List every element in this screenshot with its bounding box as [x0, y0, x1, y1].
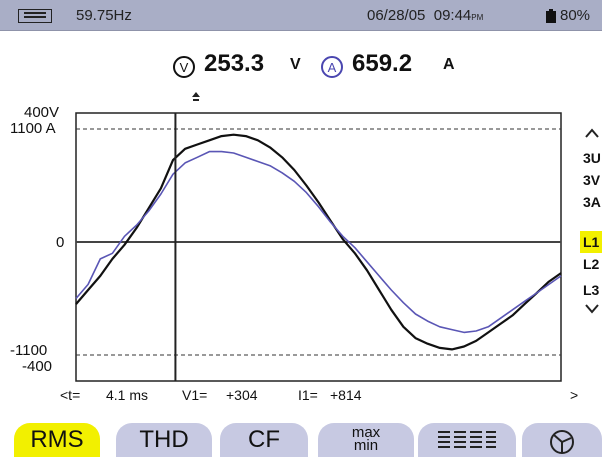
cursor-i-label: I1= [298, 387, 318, 403]
rms-readout: V 253.3 V A 659.2 A [0, 50, 602, 80]
tab-rms-label: RMS [30, 426, 84, 453]
tab-cf-label: CF [248, 426, 280, 453]
scale-a-max: 1100 A [10, 120, 56, 137]
current-value: 659.2 [352, 50, 413, 77]
waveform-plot[interactable] [0, 0, 602, 452]
battery-level: 80% [560, 7, 591, 24]
current-icon-letter: A [328, 60, 337, 75]
side-item-3a[interactable]: 3A [583, 194, 601, 210]
voltage-icon-letter: V [180, 60, 189, 75]
status-bar: 59.75Hz 06/28/05 09:44PM 80% [0, 0, 602, 31]
tab-max-min-label: max min [351, 423, 381, 454]
voltage-icon: V [173, 56, 195, 78]
side-item-l2[interactable]: L2 [583, 256, 600, 272]
scale-zero: 0 [56, 234, 65, 251]
side-item-l1[interactable]: L1 [580, 231, 602, 253]
ampm: PM [471, 13, 484, 22]
cursor-t-value: 4.1 ms [106, 387, 149, 403]
cursor-v-label: V1= [182, 387, 208, 403]
menu-icon[interactable] [18, 9, 52, 23]
scale-a-min: -1100 [10, 342, 48, 359]
date-time: 06/28/05 09:44PM [367, 7, 483, 24]
date: 06/28/05 [367, 7, 426, 24]
tab-list[interactable] [418, 423, 516, 457]
time: 09:44 [433, 7, 472, 24]
cursor-t-label[interactable]: <t= [60, 387, 81, 403]
cursor-marker-icon[interactable] [192, 92, 200, 101]
chevron-down-icon[interactable] [584, 303, 600, 315]
scale-v-min: -400 [22, 358, 53, 375]
tab-thd[interactable]: THD [116, 423, 212, 457]
list-icon [438, 431, 496, 448]
side-item-3v[interactable]: 3V [583, 172, 601, 188]
voltage-trace [75, 133, 562, 351]
plot-frame [75, 112, 562, 382]
tab-phasor[interactable] [522, 423, 602, 457]
voltage-unit: V [290, 56, 301, 73]
current-icon: A [321, 56, 343, 78]
tab-min-text: min [353, 437, 379, 454]
cursor-right-arrow[interactable]: > [570, 387, 579, 403]
battery-icon [546, 9, 556, 23]
cursor-info: <t= 4.1 ms V1= +304 I1= +814 > [60, 387, 590, 405]
frequency-readout: 59.75Hz [76, 7, 132, 24]
voltage-value: 253.3 [204, 50, 265, 77]
tab-cf[interactable]: CF [220, 423, 308, 457]
current-unit: A [443, 56, 455, 73]
tab-rms[interactable]: RMS [14, 423, 100, 457]
tab-max-min[interactable]: max min [318, 423, 414, 457]
side-item-3u[interactable]: 3U [583, 150, 601, 166]
cursor-i-value: +814 [330, 387, 362, 403]
tab-max-text: max [351, 424, 381, 441]
current-trace [75, 150, 562, 334]
side-item-l3[interactable]: L3 [583, 282, 600, 298]
tab-thd-label: THD [139, 426, 189, 453]
cursor-v-value: +304 [226, 387, 258, 403]
scale-v-max: 400V [24, 104, 60, 121]
chevron-up-icon[interactable] [584, 127, 600, 139]
